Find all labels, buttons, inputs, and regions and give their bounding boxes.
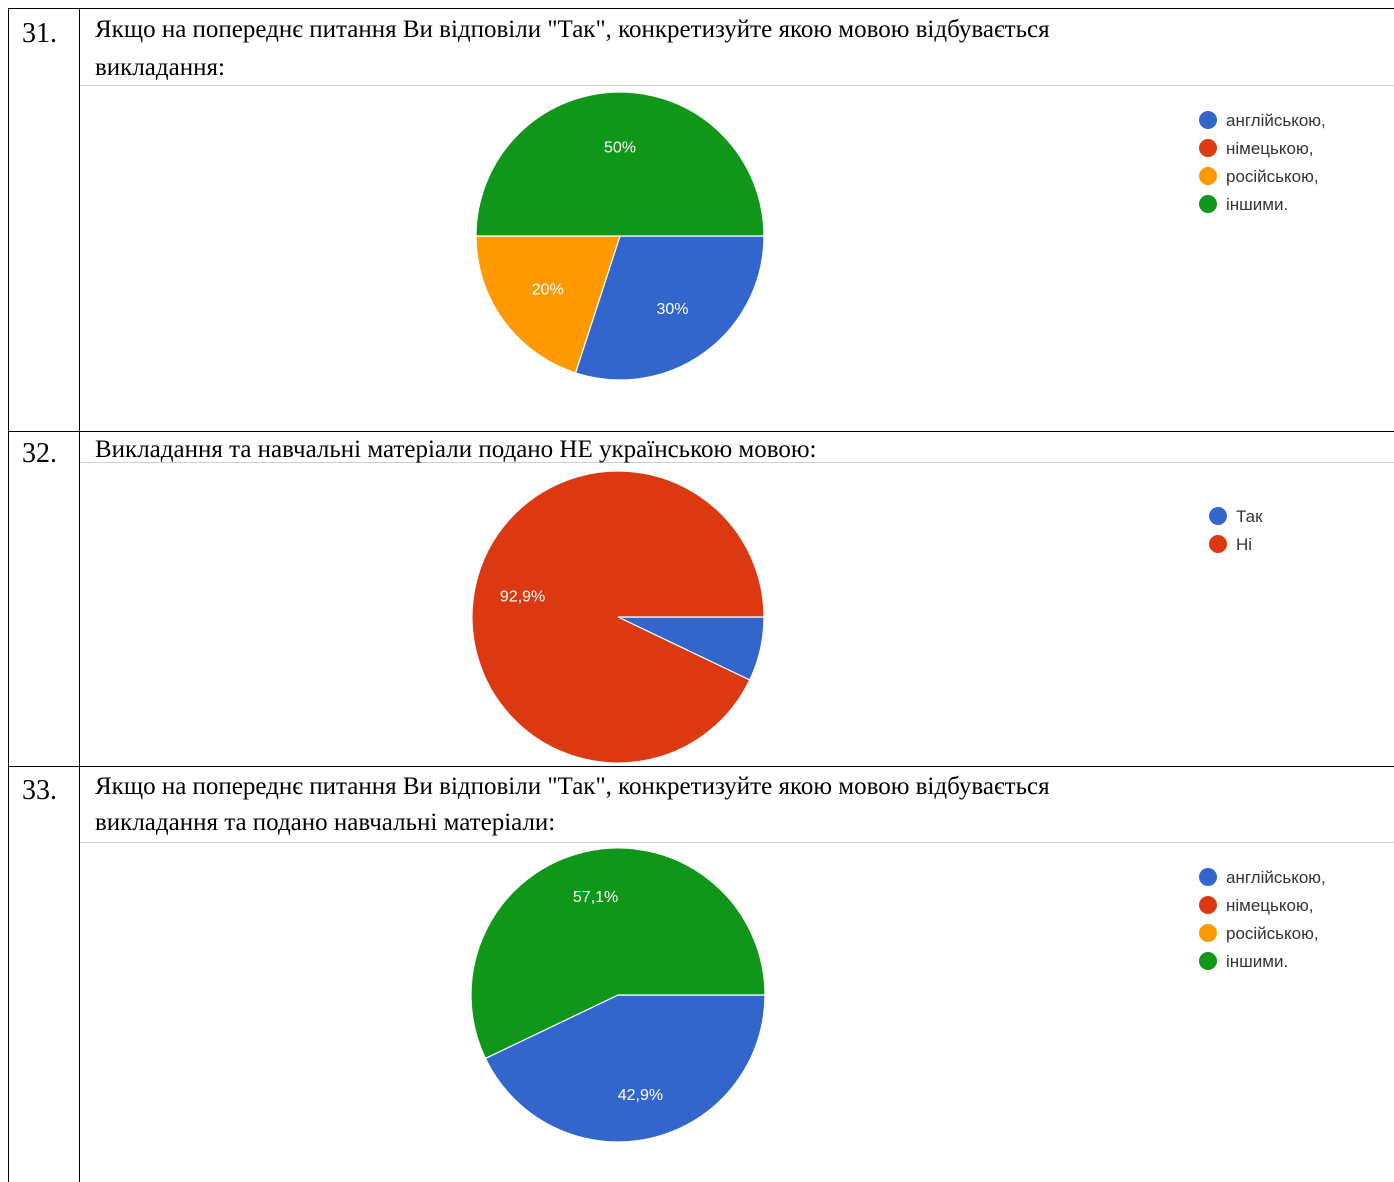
table-column-divider: [79, 8, 80, 1182]
pie-chart-32: 92,9% Так Ні: [80, 463, 1394, 766]
slice-label: 20%: [532, 282, 564, 299]
question-number: 32.: [22, 438, 57, 469]
legend-marker: [1199, 111, 1217, 129]
legend-marker: [1199, 167, 1217, 185]
chart-frame-top-32: [80, 462, 1394, 463]
legend-label: англійською,: [1226, 868, 1326, 887]
pie-slice: [471, 470, 765, 764]
question-text-line1: Якщо на попереднє питання Ви відповіли "…: [95, 773, 1050, 800]
legend-marker: [1199, 195, 1217, 213]
legend-marker: [1209, 507, 1227, 525]
legend-marker: [1199, 139, 1217, 157]
pie-slice: [475, 235, 621, 374]
legend-label: іншими.: [1226, 952, 1288, 971]
legend-label: російською,: [1226, 924, 1319, 943]
legend-label: російською,: [1226, 167, 1319, 186]
legend-marker: [1199, 924, 1217, 942]
legend-marker: [1199, 952, 1217, 970]
pie-chart-31: 30% 20% 50% англійською, німецькою, російсько…: [80, 86, 1394, 431]
legend-label: англійською,: [1226, 111, 1326, 130]
slice-label: 30%: [656, 301, 688, 318]
pie-slice: [475, 91, 765, 237]
slice-label: 50%: [604, 140, 636, 157]
legend-marker: [1209, 535, 1227, 553]
legend-marker: [1199, 868, 1217, 886]
legend-label: Ні: [1236, 535, 1252, 554]
question-text-line1: Якщо на попереднє питання Ви відповіли "…: [95, 16, 1050, 43]
pie-slice: [574, 235, 765, 381]
question-text-line2: викладання:: [95, 54, 225, 81]
legend-label: німецькою,: [1226, 139, 1313, 158]
chart-frame-top-33: [80, 842, 1394, 843]
legend-label: Так: [1236, 507, 1263, 526]
slice-label: 92,9%: [500, 588, 545, 605]
row-divider-31-32: [8, 431, 1394, 432]
legend-marker: [1199, 896, 1217, 914]
slice-label: 57,1%: [573, 889, 618, 906]
pie-slice: [470, 847, 766, 1060]
question-text-line1: Викладання та навчальні матеріали подано…: [95, 436, 817, 463]
question-text-line2: викладання та подано навчальні матеріали…: [95, 809, 556, 836]
table-border-top: [8, 8, 1394, 9]
row-divider-32-33: [8, 766, 1394, 767]
question-number: 31.: [22, 18, 57, 49]
table-border-left: [8, 8, 9, 1182]
question-number: 33.: [22, 775, 57, 806]
legend-label: іншими.: [1226, 195, 1288, 214]
slice-label: 42,9%: [618, 1087, 663, 1104]
pie-chart-33: 42,9% 57,1% англійською, німецькою, російськ…: [80, 843, 1394, 1182]
pie-slice: [484, 994, 766, 1143]
legend-label: німецькою,: [1226, 896, 1313, 915]
chart-frame-top-31: [80, 85, 1394, 86]
